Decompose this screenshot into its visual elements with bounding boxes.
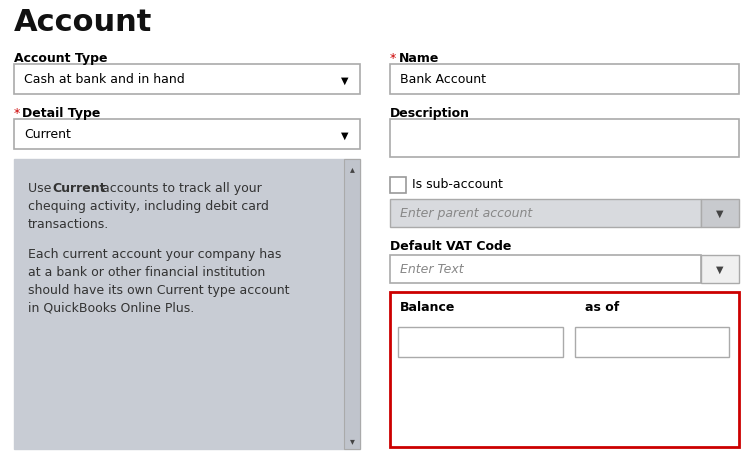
Text: as of: as of (585, 300, 619, 313)
Text: transactions.: transactions. (28, 218, 109, 230)
Text: 5,000.00: 5,000.00 (502, 336, 558, 349)
Text: Default VAT Code: Default VAT Code (390, 240, 511, 252)
Text: 31/03/2021: 31/03/2021 (616, 336, 688, 349)
Bar (701, 200, 739, 228)
Text: Name: Name (399, 52, 439, 65)
Text: Cash at bank and in hand: Cash at bank and in hand (24, 73, 184, 86)
Text: at a bank or other financial institution: at a bank or other financial institution (28, 265, 265, 279)
Text: ▼: ▼ (716, 208, 724, 218)
Text: Balance: Balance (400, 300, 456, 313)
Text: ▼: ▼ (716, 264, 724, 274)
Bar (344, 160, 360, 449)
Bar (390, 292, 739, 447)
Text: should have its own Current type account: should have its own Current type account (28, 283, 289, 297)
Bar (14, 120, 360, 150)
Text: in QuickBooks Online Plus.: in QuickBooks Online Plus. (28, 302, 194, 314)
Bar (701, 256, 739, 283)
Text: *: * (390, 52, 396, 65)
Text: *: * (14, 107, 20, 120)
Text: Enter Text: Enter Text (400, 263, 464, 275)
Text: ▴: ▴ (349, 164, 355, 174)
Text: Each current account your company has: Each current account your company has (28, 247, 282, 260)
Bar (398, 327, 563, 357)
Bar (575, 327, 729, 357)
Text: ▼: ▼ (340, 131, 348, 141)
Text: Account Type: Account Type (14, 52, 108, 65)
Text: Detail Type: Detail Type (22, 107, 100, 120)
Text: Bank Account: Bank Account (400, 73, 486, 86)
Text: ▾: ▾ (349, 435, 355, 445)
Text: Current: Current (52, 182, 105, 195)
Text: Use: Use (28, 182, 56, 195)
Bar (14, 65, 360, 95)
Bar (390, 256, 701, 283)
Bar (390, 120, 739, 157)
Text: Is sub-account: Is sub-account (412, 178, 503, 190)
Text: Description: Description (390, 107, 470, 120)
Bar (390, 178, 406, 194)
Text: Account: Account (14, 8, 152, 37)
Text: accounts to track all your: accounts to track all your (98, 182, 262, 195)
Text: ▼: ▼ (340, 76, 348, 86)
Bar (14, 160, 360, 449)
Bar (390, 65, 739, 95)
Text: Enter parent account: Enter parent account (400, 207, 532, 219)
Text: Current: Current (24, 128, 71, 141)
Bar (390, 200, 701, 228)
Text: chequing activity, including debit card: chequing activity, including debit card (28, 200, 269, 213)
